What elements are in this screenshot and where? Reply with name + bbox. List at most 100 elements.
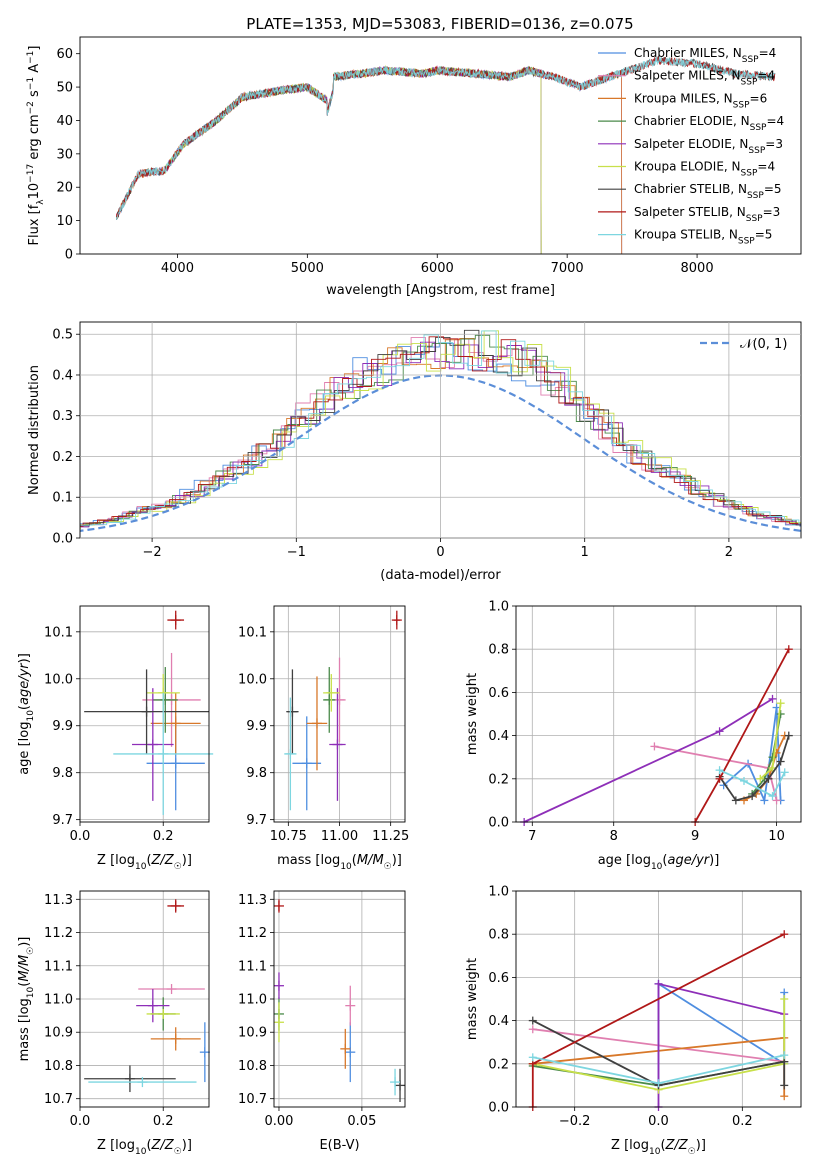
y-tick-label: 11.2 bbox=[44, 926, 73, 941]
y-tick-label: 0.0 bbox=[52, 532, 73, 547]
weight_vs_Z-panel: −0.2 0.0 0.2 0.0 0.2 0.4 0.6 0.8 1.0 mass weight Z… bbox=[465, 885, 802, 1157]
errorbar-point bbox=[84, 1065, 176, 1093]
y-tick-label: 9.8 bbox=[246, 766, 267, 781]
errorbar-point bbox=[323, 667, 336, 733]
legend-entry: 𝒩(0, 1) bbox=[740, 337, 787, 352]
y-tick-label: 0.8 bbox=[488, 928, 509, 943]
x-tick-label: −2 bbox=[143, 545, 162, 560]
x-tick-label: 9 bbox=[691, 829, 699, 844]
y-tick-label: 11.3 bbox=[44, 893, 73, 908]
errorbar-point bbox=[84, 669, 209, 754]
y-tick-label: 10.7 bbox=[44, 1092, 73, 1107]
errorbar-point bbox=[199, 1022, 210, 1083]
y-tick-label: 11.0 bbox=[44, 993, 73, 1008]
errorbar-point bbox=[146, 1008, 180, 1019]
errorbar-point bbox=[113, 692, 214, 815]
x-axis-label: age [log10(age/yr)] bbox=[598, 853, 720, 872]
mass_vs_EBV-panel: 0.00 0.05 10.7 10.8 10.9 11.0 11.1 11.2 11.3 E(B-… bbox=[238, 890, 406, 1153]
errorbar-point bbox=[333, 657, 346, 743]
y-tick-label: 10.0 bbox=[238, 672, 267, 687]
spectrum-line bbox=[116, 56, 776, 220]
axes-frame bbox=[79, 890, 210, 1108]
axes-frame bbox=[79, 605, 210, 823]
errorbar-point bbox=[390, 1068, 401, 1096]
x-tick-label: 0.05 bbox=[347, 1114, 376, 1129]
errorbar-point bbox=[292, 716, 322, 811]
y-axis-label: mass [log10(M/M☉)] bbox=[17, 937, 36, 1062]
x-tick-label: 0.00 bbox=[264, 1114, 293, 1129]
y-tick-label: 0.6 bbox=[488, 686, 509, 701]
histogram-line bbox=[80, 330, 801, 526]
histogram-line bbox=[80, 336, 801, 527]
legend-entry: Chabrier STELIB, NSSP=5 bbox=[634, 182, 782, 201]
y-tick-label: 1.0 bbox=[488, 885, 509, 900]
y-tick-label: 9.9 bbox=[52, 719, 73, 734]
errorbar-point bbox=[167, 899, 185, 913]
y-tick-label: 0.4 bbox=[488, 729, 509, 744]
legend-entry: Kroupa MILES, NSSP=6 bbox=[634, 91, 767, 110]
errorbar-point bbox=[323, 674, 340, 712]
errorbar-point bbox=[284, 697, 297, 811]
axes-frame bbox=[515, 605, 802, 823]
y-tick-label: 10.1 bbox=[238, 625, 267, 640]
x-tick-label: 7000 bbox=[551, 261, 584, 276]
errorbar-point bbox=[132, 688, 174, 801]
y-axis-label: mass weight bbox=[465, 673, 480, 755]
errorbar-point bbox=[306, 676, 328, 771]
x-axis-label: Z [log10(Z/Z☉)] bbox=[611, 1138, 706, 1157]
y-tick-label: 11.2 bbox=[238, 926, 267, 941]
spectrum-curves bbox=[116, 55, 776, 254]
errorbar-point bbox=[167, 610, 185, 630]
spectrum-panel: 4000 5000 6000 7000 8000 0 10 20 30 40 50 60 wavelen… bbox=[26, 36, 802, 298]
x-tick-label: 8 bbox=[610, 829, 618, 844]
x-tick-label: 10 bbox=[768, 829, 785, 844]
figure-title: PLATE=1353, MJD=53083, FIBERID=0136, z=0… bbox=[246, 15, 633, 33]
y-tick-label: 9.9 bbox=[246, 719, 267, 734]
x-tick-label: 10.75 bbox=[270, 829, 307, 844]
weight-line bbox=[719, 769, 786, 798]
x-tick-label: 0.2 bbox=[153, 1114, 174, 1129]
weight_vs_age-panel: 7 8 9 10 0.0 0.2 0.4 0.6 0.8 1.0 mass weight age [l… bbox=[465, 600, 802, 872]
y-axis-label: age [log10(age/yr)] bbox=[17, 653, 36, 775]
y-tick-label: 0.0 bbox=[488, 816, 509, 831]
errorbar-point bbox=[329, 688, 346, 801]
x-tick-label: 0.2 bbox=[153, 829, 174, 844]
legend-entry: Salpeter MILES, NSSP=4 bbox=[634, 69, 775, 88]
axes-frame bbox=[273, 605, 406, 823]
y-tick-label: 20 bbox=[56, 181, 73, 196]
y-tick-label: 0.0 bbox=[488, 1101, 509, 1116]
y-tick-label: 0 bbox=[65, 248, 73, 263]
mass_vs_Z-panel: 0.0 0.2 10.7 10.8 10.9 11.0 11.1 11.2 11.3 Z [log… bbox=[17, 890, 210, 1157]
y-tick-label: 9.7 bbox=[246, 813, 267, 828]
errorbar-point bbox=[340, 1028, 351, 1069]
legend-entry: Salpeter STELIB, NSSP=3 bbox=[634, 205, 780, 224]
legend: Chabrier MILES, NSSP=4 Salpeter MILES, NS… bbox=[598, 46, 784, 247]
y-tick-label: 11.3 bbox=[238, 893, 267, 908]
y-axis-label: mass weight bbox=[465, 958, 480, 1040]
x-tick-label: 11.25 bbox=[372, 829, 409, 844]
errorbar-point bbox=[136, 989, 170, 1023]
y-tick-label: 50 bbox=[56, 81, 73, 96]
weight-line bbox=[718, 735, 790, 802]
x-axis-label: mass [log10(M/M☉)] bbox=[277, 853, 402, 872]
errorbar-point bbox=[286, 669, 299, 754]
errorbar-point bbox=[88, 1077, 197, 1088]
y-tick-label: 10.8 bbox=[238, 1059, 267, 1074]
x-tick-label: 2 bbox=[725, 545, 733, 560]
y-tick-label: 11.1 bbox=[44, 959, 73, 974]
y-tick-label: 10.8 bbox=[44, 1059, 73, 1074]
y-tick-label: 0.2 bbox=[488, 772, 509, 787]
legend-entry: Chabrier ELODIE, NSSP=4 bbox=[634, 114, 784, 133]
y-tick-label: 10.9 bbox=[238, 1026, 267, 1041]
residuals-panel: −2 −1 0 1 2 0.0 0.1 0.2 0.3 0.4 0.5 (data-model)/er… bbox=[27, 321, 802, 583]
x-tick-label: 0.0 bbox=[70, 1114, 91, 1129]
x-tick-label: 5000 bbox=[291, 261, 324, 276]
histogram-line bbox=[80, 341, 801, 528]
x-tick-label: 0 bbox=[436, 545, 444, 560]
y-tick-label: 0.4 bbox=[488, 1014, 509, 1029]
y-tick-label: 10.0 bbox=[44, 672, 73, 687]
legend-entry: Salpeter ELODIE, NSSP=3 bbox=[634, 137, 783, 156]
y-tick-label: 0.2 bbox=[488, 1057, 509, 1072]
y-tick-label: 0.8 bbox=[488, 643, 509, 658]
